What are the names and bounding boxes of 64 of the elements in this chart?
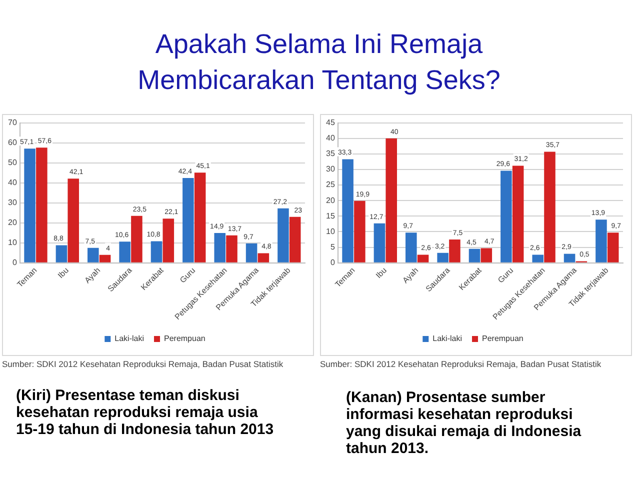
y-tick-label: 20	[326, 196, 336, 205]
y-tick-label: 0	[330, 258, 336, 268]
bar	[544, 152, 556, 262]
y-tick-label: 35	[326, 149, 336, 158]
y-tick-label: 5	[330, 242, 336, 252]
bar	[150, 241, 162, 262]
y-tick-label: 20	[8, 218, 18, 228]
y-tick-label: 10	[326, 226, 336, 236]
bar	[532, 254, 544, 262]
bar	[194, 172, 206, 262]
legend-label: Perempuan	[482, 334, 524, 344]
bar	[226, 235, 238, 262]
bar	[289, 216, 301, 262]
bar	[480, 248, 492, 262]
bar	[374, 223, 386, 262]
text: Sumber: SDKI 2012 Kesehatan Reproduksi Remaja, Badan Pusat Statistik	[2, 359, 284, 369]
y-tick-label: 30	[8, 198, 18, 208]
y-tick-label: 45	[326, 118, 336, 128]
bar	[182, 178, 194, 262]
bar	[278, 208, 289, 262]
bar	[88, 248, 99, 262]
bar	[131, 216, 142, 262]
bar	[56, 245, 68, 262]
bar	[607, 232, 619, 262]
y-tick-label: 50	[8, 158, 18, 168]
legend-label: Laki-laki	[432, 334, 462, 344]
bar	[24, 148, 36, 262]
y-tick-label: 10	[8, 238, 18, 248]
bar	[214, 233, 226, 262]
bar	[119, 242, 130, 262]
bar	[564, 254, 576, 262]
x-tick-label: Ibu	[56, 266, 70, 280]
bar	[258, 253, 270, 262]
text: Sumber: SDKI 2012 Kesehatan Reproduksi Remaja, Badan Pusat Statistik	[320, 359, 602, 369]
bar	[246, 243, 258, 262]
y-tick-label: 30	[326, 164, 336, 174]
legend-label: Laki-laki	[114, 334, 144, 344]
bar	[468, 248, 480, 262]
bar	[386, 138, 397, 262]
bar	[512, 166, 524, 262]
y-tick-label: 25	[326, 180, 336, 190]
y-tick-label: 60	[8, 138, 18, 148]
bar	[354, 200, 366, 262]
x-tick-label: Ibu	[374, 266, 388, 280]
bar	[68, 178, 79, 262]
legend-label: Perempuan	[164, 334, 206, 344]
bar	[500, 170, 512, 262]
y-tick-label: 40	[8, 178, 18, 188]
bar	[342, 159, 354, 262]
bar	[406, 232, 417, 262]
y-tick-label: 15	[326, 211, 336, 220]
bar	[417, 254, 429, 262]
bar	[99, 254, 111, 262]
bar	[596, 220, 607, 262]
text: (Kiri) Presentase teman diskusi kesehatan reproduksi remaja usia 15-19 tahun di Indonesia tahun 2013	[16, 387, 275, 438]
bar	[162, 218, 174, 262]
text: (Kanan) Prosentase sumber informasi kesehatan reproduksi yang disukai remaja di Indonesia tahun 2013.	[346, 389, 582, 457]
bar	[449, 239, 460, 262]
y-tick-label: 70	[8, 118, 18, 128]
bar	[36, 148, 48, 262]
bar	[437, 252, 448, 262]
y-tick-label: 40	[326, 134, 336, 143]
y-tick-label: 0	[12, 258, 18, 268]
chart-title: Apakah Selama Ini Remaja Membicarakan Tentang Seks?	[136, 28, 502, 97]
